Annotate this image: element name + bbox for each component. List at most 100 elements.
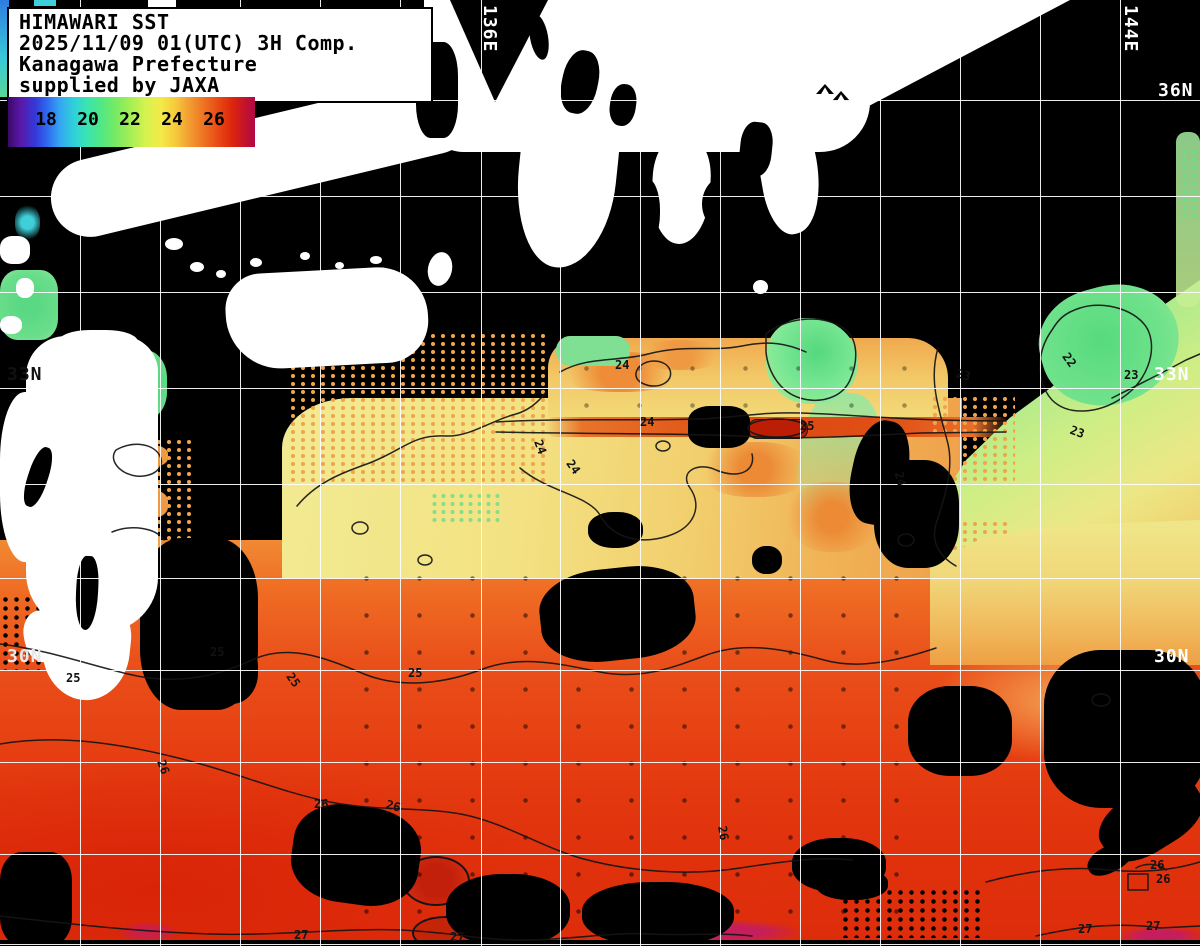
product-title: HIMAWARI SST <box>19 10 170 34</box>
contour-line <box>1127 863 1167 891</box>
source-line: supplied by JAXA <box>19 73 220 97</box>
cloud-patch <box>752 546 782 574</box>
land-seto-islet <box>190 262 204 272</box>
datetime-line: 2025/11/09 01(UTC) 3H Comp. <box>19 31 358 55</box>
contour-line <box>111 443 165 541</box>
cloud-patch <box>588 512 643 548</box>
land-west-islet <box>0 236 30 264</box>
sst-orange-patch <box>640 340 720 370</box>
contour-temperature-label: 25 <box>408 666 423 680</box>
grid-coordinate-label: 144E <box>1120 5 1141 53</box>
sst-cyan-speck <box>34 0 56 6</box>
contour-temperature-label: 26 <box>1150 858 1165 872</box>
land-seto-islet <box>300 252 310 260</box>
contour-temperature-label: 24 <box>615 358 630 372</box>
contour-temperature-label: 27 <box>450 930 465 944</box>
longitude-gridline <box>240 0 241 946</box>
land-west-islet <box>0 316 22 334</box>
land-seto-islet <box>335 262 344 269</box>
contour-line <box>0 643 937 684</box>
longitude-gridline <box>640 0 641 946</box>
grid-coordinate-label: 36N <box>1158 80 1194 101</box>
contour-temperature-label: 27 <box>294 928 309 942</box>
contour-temperature-label: 26 <box>715 824 732 842</box>
longitude-gridline <box>720 0 721 946</box>
cloud-patch <box>0 852 72 946</box>
bay-suruga <box>630 178 660 248</box>
longitude-gridline <box>960 0 961 946</box>
colorbar-ticks: 18 20 22 24 26 <box>8 97 255 147</box>
contour-line <box>0 739 853 873</box>
contour-line <box>296 391 547 507</box>
contour-temperature-label: 26 <box>1156 872 1171 886</box>
contour-line <box>495 412 1007 423</box>
contour-line <box>933 347 957 567</box>
contour-line <box>1111 353 1200 399</box>
contour-line <box>495 431 1007 439</box>
latitude-gridline <box>0 388 1200 389</box>
land-kyushu-north <box>58 330 138 360</box>
contour-temperature-label: 25 <box>66 671 81 685</box>
cloud-speckle <box>560 350 940 420</box>
contour-line <box>1039 304 1153 412</box>
contour-line <box>765 318 857 401</box>
sst-hot-magenta-patch <box>118 922 178 942</box>
cloud-patch <box>688 406 750 448</box>
contour-line <box>635 360 672 387</box>
contour-temperature-label: 27 <box>1078 922 1093 936</box>
latitude-gridline <box>0 196 1200 197</box>
land-west-islet <box>16 278 34 298</box>
longitude-gridline <box>800 0 801 946</box>
sst-orange-patch <box>700 442 810 497</box>
contour-line <box>1035 924 1200 937</box>
land-top-sliver <box>148 0 176 8</box>
longitude-gridline <box>560 0 561 946</box>
latitude-gridline <box>0 944 1200 945</box>
contour-line <box>351 440 1111 707</box>
grid-coordinate-label: 30N <box>7 646 43 667</box>
latitude-gridline <box>0 100 1200 101</box>
island-izu-oshima <box>752 279 769 295</box>
land-seto-islet <box>216 270 226 278</box>
contour-temperature-label: 23 <box>1124 368 1139 382</box>
contour-temperature-label: 24 <box>640 415 655 429</box>
land-seto-islet <box>165 238 183 250</box>
colorbar-tick-label: 18 <box>35 109 57 130</box>
colorbar-tick-label: 26 <box>203 109 225 130</box>
land-seto-islet <box>370 256 382 264</box>
latitude-gridline <box>0 762 1200 763</box>
contour-line <box>985 861 1200 883</box>
no-data-bottom-strip <box>0 940 1200 946</box>
bay-sagami <box>702 174 758 234</box>
colorbar-tick-label: 20 <box>77 109 99 130</box>
longitude-gridline <box>1040 0 1041 946</box>
grid-coordinate-label: 33N <box>7 364 43 385</box>
contour-temperature-label: 25 <box>800 419 815 433</box>
contour-temperature-label: 27 <box>1146 919 1161 933</box>
longitude-gridline <box>481 0 482 946</box>
contour-line <box>747 418 807 438</box>
contour-temperature-label: 26 <box>314 797 329 811</box>
contour-temperature-label: 25 <box>210 645 225 659</box>
latitude-gridline <box>0 484 1200 485</box>
title-box: HIMAWARI SST 2025/11/09 01(UTC) 3H Comp.… <box>7 7 433 103</box>
contour-line <box>0 915 753 941</box>
sst-cold-strip-corner <box>0 0 9 97</box>
cloud-patch <box>446 874 570 946</box>
latitude-gridline <box>0 578 1200 579</box>
colorbar-tick-label: 22 <box>119 109 141 130</box>
colorbar-tick-label: 24 <box>161 109 183 130</box>
longitude-gridline <box>880 0 881 946</box>
region-line: Kanagawa Prefecture <box>19 52 258 76</box>
grid-coordinate-label: 136E <box>479 5 500 53</box>
sst-cyan-speck <box>15 205 40 240</box>
grid-coordinate-label: 30N <box>1154 646 1190 667</box>
sst-field-southeast-yellow <box>930 520 1200 665</box>
longitude-gridline <box>400 0 401 946</box>
longitude-gridline <box>1120 0 1121 946</box>
longitude-gridline <box>80 0 81 946</box>
contour-line <box>519 453 754 541</box>
contour-line <box>559 342 807 373</box>
colorbar-legend: 18 20 22 24 26 <box>8 97 255 147</box>
